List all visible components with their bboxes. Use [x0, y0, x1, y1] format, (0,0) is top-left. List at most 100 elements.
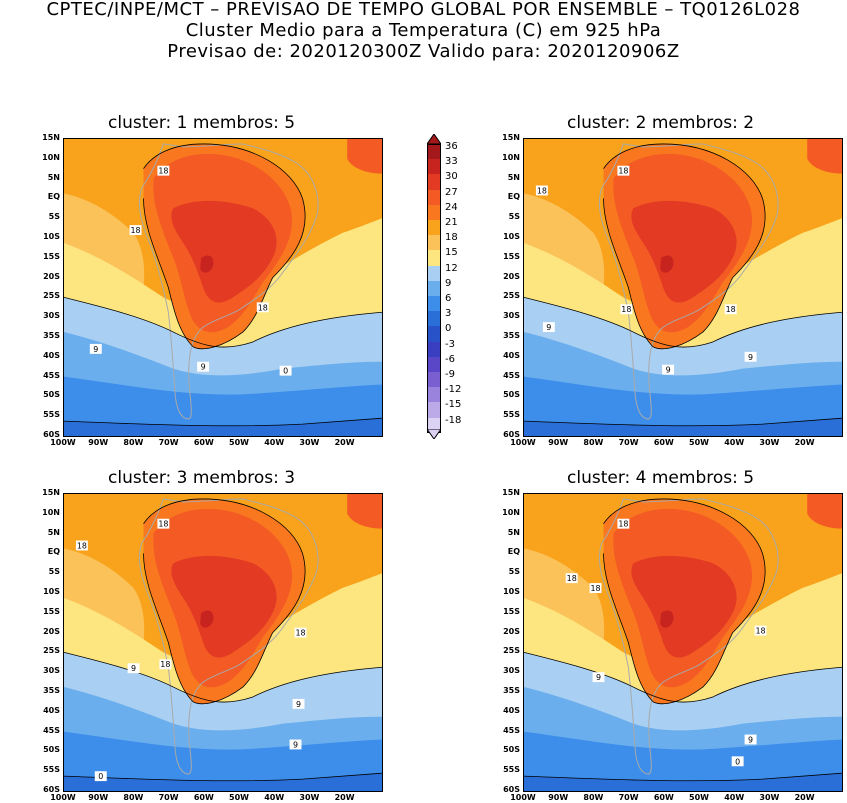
colorbar-label: 21	[445, 217, 458, 228]
contour-label-box	[617, 165, 630, 176]
lat-label: 35S	[43, 331, 60, 340]
contour-label-box	[620, 304, 633, 315]
lat-label: 25S	[503, 646, 520, 656]
lat-label: 25S	[43, 646, 60, 656]
panel-title-3: cluster: 3 membros: 3	[108, 468, 296, 488]
lat-label: 60S	[43, 785, 60, 794]
lat-label: 5N	[47, 172, 60, 182]
contour-label-text: 18	[755, 627, 765, 636]
colorbar-swatch	[427, 372, 441, 388]
lat-label: 60S	[503, 430, 520, 439]
lon-label: 50W	[229, 438, 249, 447]
lat-label: 25S	[503, 291, 520, 301]
temperature-band	[524, 376, 842, 436]
temperature-band	[64, 418, 382, 436]
contour-label: 18	[565, 573, 578, 583]
contour-label: 9	[197, 361, 210, 372]
lon-label: 90W	[548, 793, 569, 802]
lat-label: 10S	[43, 587, 60, 596]
contour-label-text: 18	[258, 303, 268, 312]
lon-label: 100W	[510, 793, 536, 802]
temperature-band	[807, 139, 842, 174]
contour-label-box	[157, 518, 170, 529]
contour-line	[64, 297, 382, 348]
colorbar-label: -12	[445, 384, 462, 396]
colorbar-swatch	[427, 341, 441, 357]
contour-line	[143, 498, 306, 705]
lon-label: 60W	[653, 438, 674, 447]
contour-label-text: 9	[748, 736, 753, 745]
colorbar-label: 33	[445, 156, 458, 168]
contour-line	[64, 417, 382, 427]
lat-label: 15S	[503, 606, 520, 616]
contour-label-text: 18	[295, 629, 305, 638]
lat-label: 10S	[43, 232, 60, 241]
contour-label-text: 0	[283, 367, 288, 376]
lat-label: 35S	[503, 686, 520, 695]
lat-label: 15S	[43, 606, 60, 616]
colorbar-label: 12	[445, 262, 458, 274]
lon-label: 90W	[88, 438, 109, 447]
colorbar-swatch	[427, 159, 441, 175]
contour-line	[524, 772, 842, 782]
temperature-band	[347, 494, 382, 529]
lat-label: 30S	[43, 666, 60, 676]
contour-label: 9	[89, 343, 102, 354]
colorbar-swatch	[427, 356, 441, 372]
temperature-band	[171, 555, 277, 658]
contour-label-box	[731, 756, 744, 767]
lon-label: 30W	[299, 793, 320, 802]
coastline	[138, 143, 319, 420]
contour-label-text: 9	[748, 353, 753, 362]
contour-label: 18	[617, 518, 630, 529]
contour-label-text: 9	[131, 664, 136, 673]
lon-label: 90W	[88, 793, 109, 802]
lon-label: 40W	[724, 793, 745, 802]
contour-label: 0	[94, 771, 107, 781]
contour-label-text: 9	[666, 366, 671, 375]
lat-label: 55S	[43, 765, 60, 775]
lat-label: 15N	[502, 133, 520, 142]
contour-label-text: 18	[567, 574, 577, 583]
colorbar-swatch	[427, 296, 441, 312]
colorbar-swatch	[427, 204, 441, 220]
contour-line	[143, 143, 306, 350]
contour-label-box	[89, 343, 102, 354]
header-line-2: Cluster Medio para a Temperatura (C) em …	[185, 20, 662, 41]
colorbar-swatch	[427, 250, 441, 266]
lon-label: 70W	[618, 793, 639, 802]
lat-label: 5S	[508, 212, 520, 222]
lat-label: 45S	[503, 370, 520, 380]
map-panel-4: 18 18 18 18 9 9 0	[523, 493, 843, 792]
contour-label: 9	[592, 672, 605, 682]
lat-label: 30S	[43, 311, 60, 321]
lat-label: 40S	[503, 350, 520, 360]
map-panel-2: 18 18 18 18 9 9 9	[523, 138, 843, 437]
lat-label: 45S	[503, 725, 520, 735]
lon-label: 90W	[548, 438, 569, 447]
lon-label: 100W	[50, 793, 76, 802]
lat-label: 45S	[43, 370, 60, 380]
colorbar-label: -15	[445, 399, 462, 411]
colorbar-label: 0	[445, 323, 452, 335]
lat-label: 50S	[503, 745, 520, 755]
lon-label: 80W	[123, 438, 144, 447]
contour-line	[64, 652, 382, 703]
contour-label-text: 18	[537, 186, 547, 195]
contour-label-text: 9	[293, 740, 298, 749]
contour-label-box	[535, 185, 548, 196]
temperature-band	[200, 255, 214, 273]
temperature-band	[171, 200, 277, 303]
contour-line	[524, 417, 842, 427]
contour-label: 18	[724, 304, 737, 314]
temperature-band	[64, 376, 382, 436]
contour-label-text: 18	[130, 226, 140, 235]
lat-label: 15N	[42, 488, 60, 497]
colorbar-label: 9	[445, 277, 452, 289]
lat-label: 5S	[48, 212, 60, 222]
lon-label: 80W	[583, 793, 604, 802]
contour-label: 18	[617, 165, 630, 176]
contour-label-text: 0	[735, 757, 740, 766]
lat-label: 30S	[503, 311, 520, 321]
contour-label: 0	[731, 756, 744, 767]
